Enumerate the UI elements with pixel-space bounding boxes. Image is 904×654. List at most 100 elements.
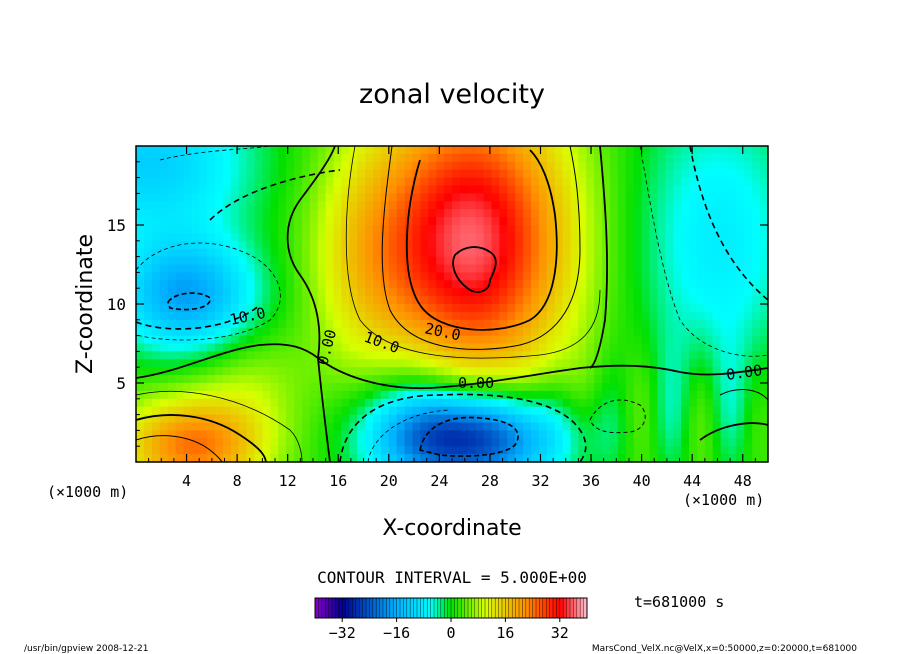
field-cell xyxy=(696,193,706,202)
field-cell xyxy=(752,177,761,187)
field-cell xyxy=(657,272,666,281)
field-cell xyxy=(554,161,564,171)
field-cell xyxy=(523,146,532,155)
field-cell xyxy=(230,446,240,455)
field-cell xyxy=(230,280,240,289)
field-cell xyxy=(546,248,556,258)
field-cell xyxy=(365,232,374,242)
field-cell xyxy=(136,288,145,297)
field-cell xyxy=(649,438,658,447)
field-cell xyxy=(665,319,674,329)
field-cell xyxy=(531,248,540,258)
field-cell xyxy=(712,248,722,258)
field-cell xyxy=(617,232,627,242)
field-cell xyxy=(531,177,540,187)
field-cell xyxy=(136,153,145,163)
field-cell xyxy=(388,248,398,258)
field-cell xyxy=(159,359,169,368)
field-cell xyxy=(230,185,240,194)
field-cell xyxy=(199,209,208,218)
field-cell xyxy=(151,185,161,194)
field-cell xyxy=(681,169,690,179)
field-cell xyxy=(728,169,737,179)
field-cell xyxy=(696,311,706,321)
field-cell xyxy=(404,185,414,194)
field-cell xyxy=(720,343,730,352)
field-cell xyxy=(428,169,437,179)
field-cell xyxy=(444,288,453,297)
field-cell xyxy=(222,217,232,226)
colorbar-cell xyxy=(519,598,523,618)
field-cell xyxy=(617,319,627,329)
field-cell xyxy=(467,319,477,329)
field-cell xyxy=(230,390,240,400)
field-cell xyxy=(594,446,603,455)
field-cell xyxy=(523,390,532,400)
field-cell xyxy=(633,232,643,242)
field-cell xyxy=(625,304,635,313)
field-cell xyxy=(215,446,224,455)
field-cell xyxy=(309,438,319,447)
field-cell xyxy=(649,161,658,171)
field-cell xyxy=(325,398,335,408)
field-cell xyxy=(238,311,248,321)
field-cell xyxy=(760,185,768,194)
field-cell xyxy=(625,256,635,266)
field-cell xyxy=(625,351,635,360)
field-cell xyxy=(136,398,145,408)
field-cell xyxy=(167,359,177,368)
field-cell xyxy=(515,296,524,305)
field-cell xyxy=(325,177,335,187)
field-cell xyxy=(720,153,730,163)
field-cell xyxy=(230,367,240,376)
field-cell xyxy=(499,288,508,297)
field-cell xyxy=(428,398,437,408)
field-cell xyxy=(278,185,287,194)
field-cell xyxy=(704,398,714,408)
field-cell xyxy=(230,256,240,266)
field-cell xyxy=(270,383,279,392)
field-cell xyxy=(665,280,674,289)
field-cell xyxy=(728,177,737,187)
field-cell xyxy=(396,319,406,329)
field-cell xyxy=(238,319,248,329)
field-cell xyxy=(215,201,224,210)
field-cell xyxy=(515,367,524,376)
field-cell xyxy=(270,256,279,266)
field-cell xyxy=(428,438,437,447)
field-cell xyxy=(428,193,437,202)
field-cell xyxy=(428,304,437,313)
field-cell xyxy=(191,390,200,400)
field-cell xyxy=(420,153,429,163)
field-cell xyxy=(317,280,327,289)
field-cell xyxy=(365,201,374,210)
field-cell xyxy=(444,232,453,242)
field-cell xyxy=(222,383,232,392)
field-cell xyxy=(238,422,248,431)
field-cell xyxy=(373,248,382,258)
field-cell xyxy=(380,177,390,187)
colorbar-cell xyxy=(440,598,445,618)
field-cell xyxy=(294,177,303,187)
field-cell xyxy=(459,367,469,376)
field-cell xyxy=(689,375,698,384)
field-cell xyxy=(444,161,453,171)
field-cell xyxy=(617,153,627,163)
field-cell xyxy=(388,446,398,455)
field-cell xyxy=(586,264,595,273)
colorbar-cell xyxy=(464,598,469,618)
field-cell xyxy=(357,438,366,447)
field-cell xyxy=(610,185,619,194)
field-cell xyxy=(294,161,303,171)
field-cell xyxy=(270,201,279,210)
field-cell xyxy=(665,225,674,234)
field-cell xyxy=(467,225,477,234)
field-cell xyxy=(254,406,263,416)
field-cell xyxy=(760,311,768,321)
field-cell xyxy=(704,375,714,384)
field-cell xyxy=(459,153,469,163)
field-cell xyxy=(428,280,437,289)
field-cell xyxy=(467,240,477,250)
field-cell xyxy=(159,201,169,210)
